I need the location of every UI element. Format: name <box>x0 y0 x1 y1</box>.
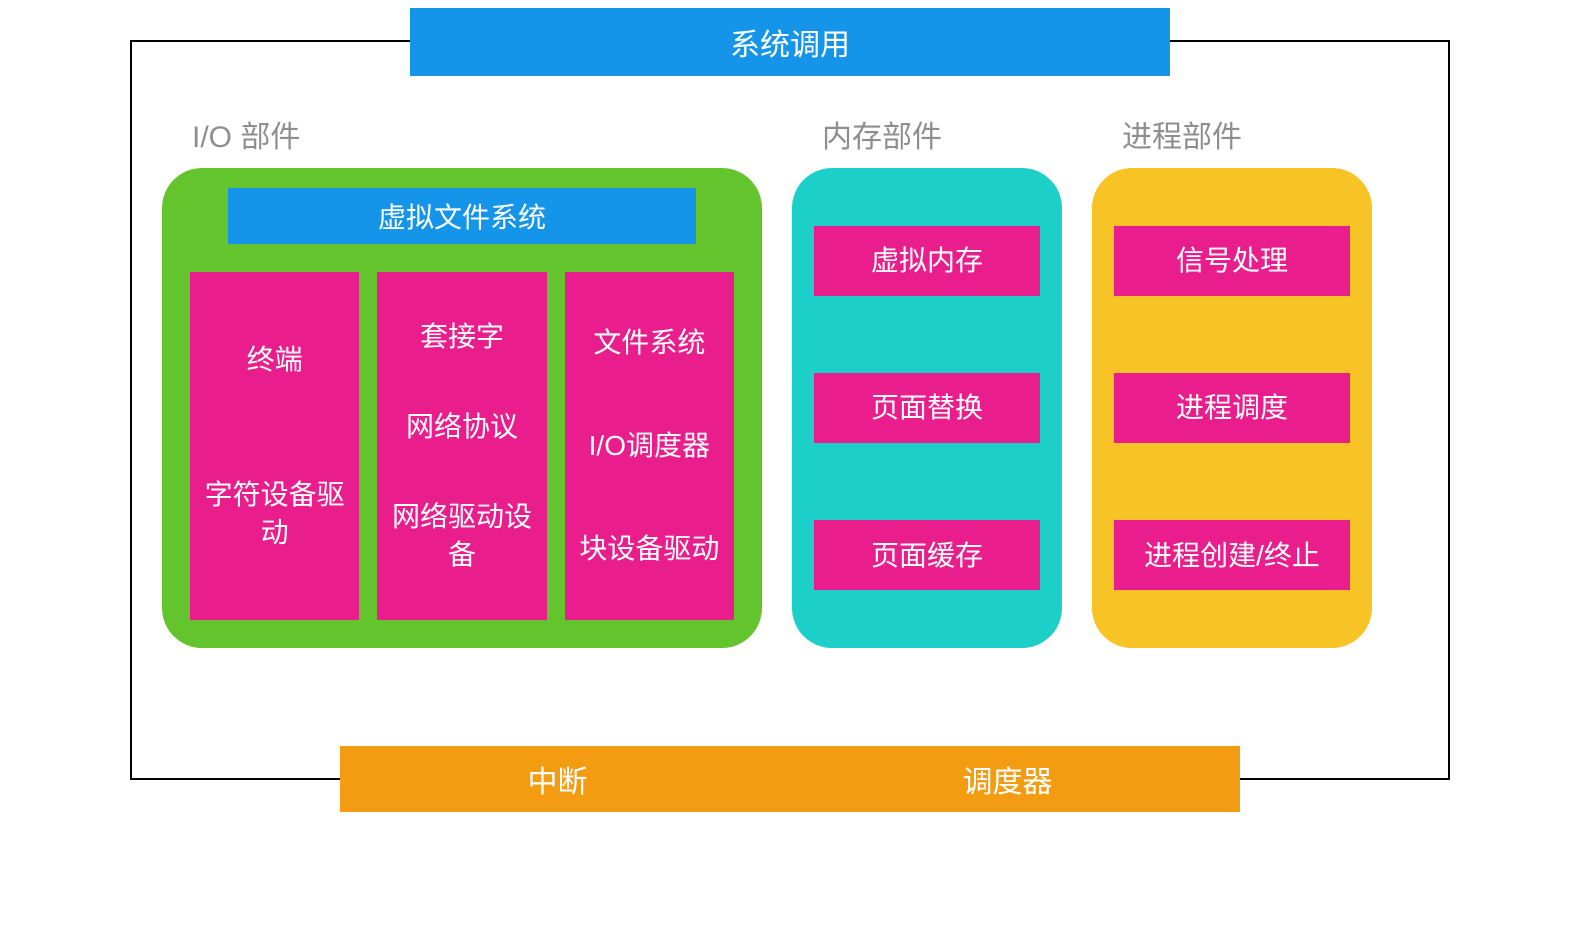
io-section-title: I/O 部件 <box>162 112 762 156</box>
proc-item-create: 进程创建/终止 <box>1114 520 1350 590</box>
vfs-bar: 虚拟文件系统 <box>228 188 696 244</box>
io-col-line: 字符设备驱动 <box>198 476 351 552</box>
process-section: 进程部件 信号处理 进程调度 进程创建/终止 <box>1092 112 1372 648</box>
io-columns: 终端 字符设备驱动 套接字 网络协议 网络驱动设备 文件系统 I/O调度器 块设… <box>190 272 734 620</box>
memory-section-body: 虚拟内存 页面替换 页面缓存 <box>792 168 1062 648</box>
bottom-banner-interrupt: 中断 <box>528 757 588 801</box>
bottom-banner-scheduler: 调度器 <box>963 757 1053 801</box>
kernel-diagram-frame: 系统调用 I/O 部件 虚拟文件系统 终端 字符设备驱动 套接字 网络协议 网络… <box>130 40 1450 780</box>
io-col-line: 终端 <box>247 341 303 379</box>
mem-item-page-cache: 页面缓存 <box>814 520 1040 590</box>
memory-section: 内存部件 虚拟内存 页面替换 页面缓存 <box>792 112 1062 648</box>
io-col-filesystem: 文件系统 I/O调度器 块设备驱动 <box>565 272 734 620</box>
io-col-line: 块设备驱动 <box>579 530 719 568</box>
io-col-network: 套接字 网络协议 网络驱动设备 <box>377 272 546 620</box>
memory-section-title: 内存部件 <box>792 112 1062 156</box>
syscall-banner: 系统调用 <box>410 8 1170 76</box>
io-col-line: I/O调度器 <box>589 427 710 465</box>
proc-item-signal: 信号处理 <box>1114 226 1350 296</box>
proc-item-sched: 进程调度 <box>1114 373 1350 443</box>
io-col-line: 网络协议 <box>406 408 518 446</box>
mem-item-virtual-memory: 虚拟内存 <box>814 226 1040 296</box>
io-col-line: 文件系统 <box>593 324 705 362</box>
io-section-body: 虚拟文件系统 终端 字符设备驱动 套接字 网络协议 网络驱动设备 文件系统 I/… <box>162 168 762 648</box>
process-section-title: 进程部件 <box>1092 112 1372 156</box>
mem-item-page-replace: 页面替换 <box>814 373 1040 443</box>
io-col-line: 套接字 <box>420 318 504 356</box>
sections-row: I/O 部件 虚拟文件系统 终端 字符设备驱动 套接字 网络协议 网络驱动设备 … <box>162 112 1418 648</box>
io-col-terminal: 终端 字符设备驱动 <box>190 272 359 620</box>
io-section: I/O 部件 虚拟文件系统 终端 字符设备驱动 套接字 网络协议 网络驱动设备 … <box>162 112 762 648</box>
io-col-line: 网络驱动设备 <box>385 498 538 574</box>
bottom-banner: 中断 调度器 <box>340 746 1240 812</box>
process-section-body: 信号处理 进程调度 进程创建/终止 <box>1092 168 1372 648</box>
